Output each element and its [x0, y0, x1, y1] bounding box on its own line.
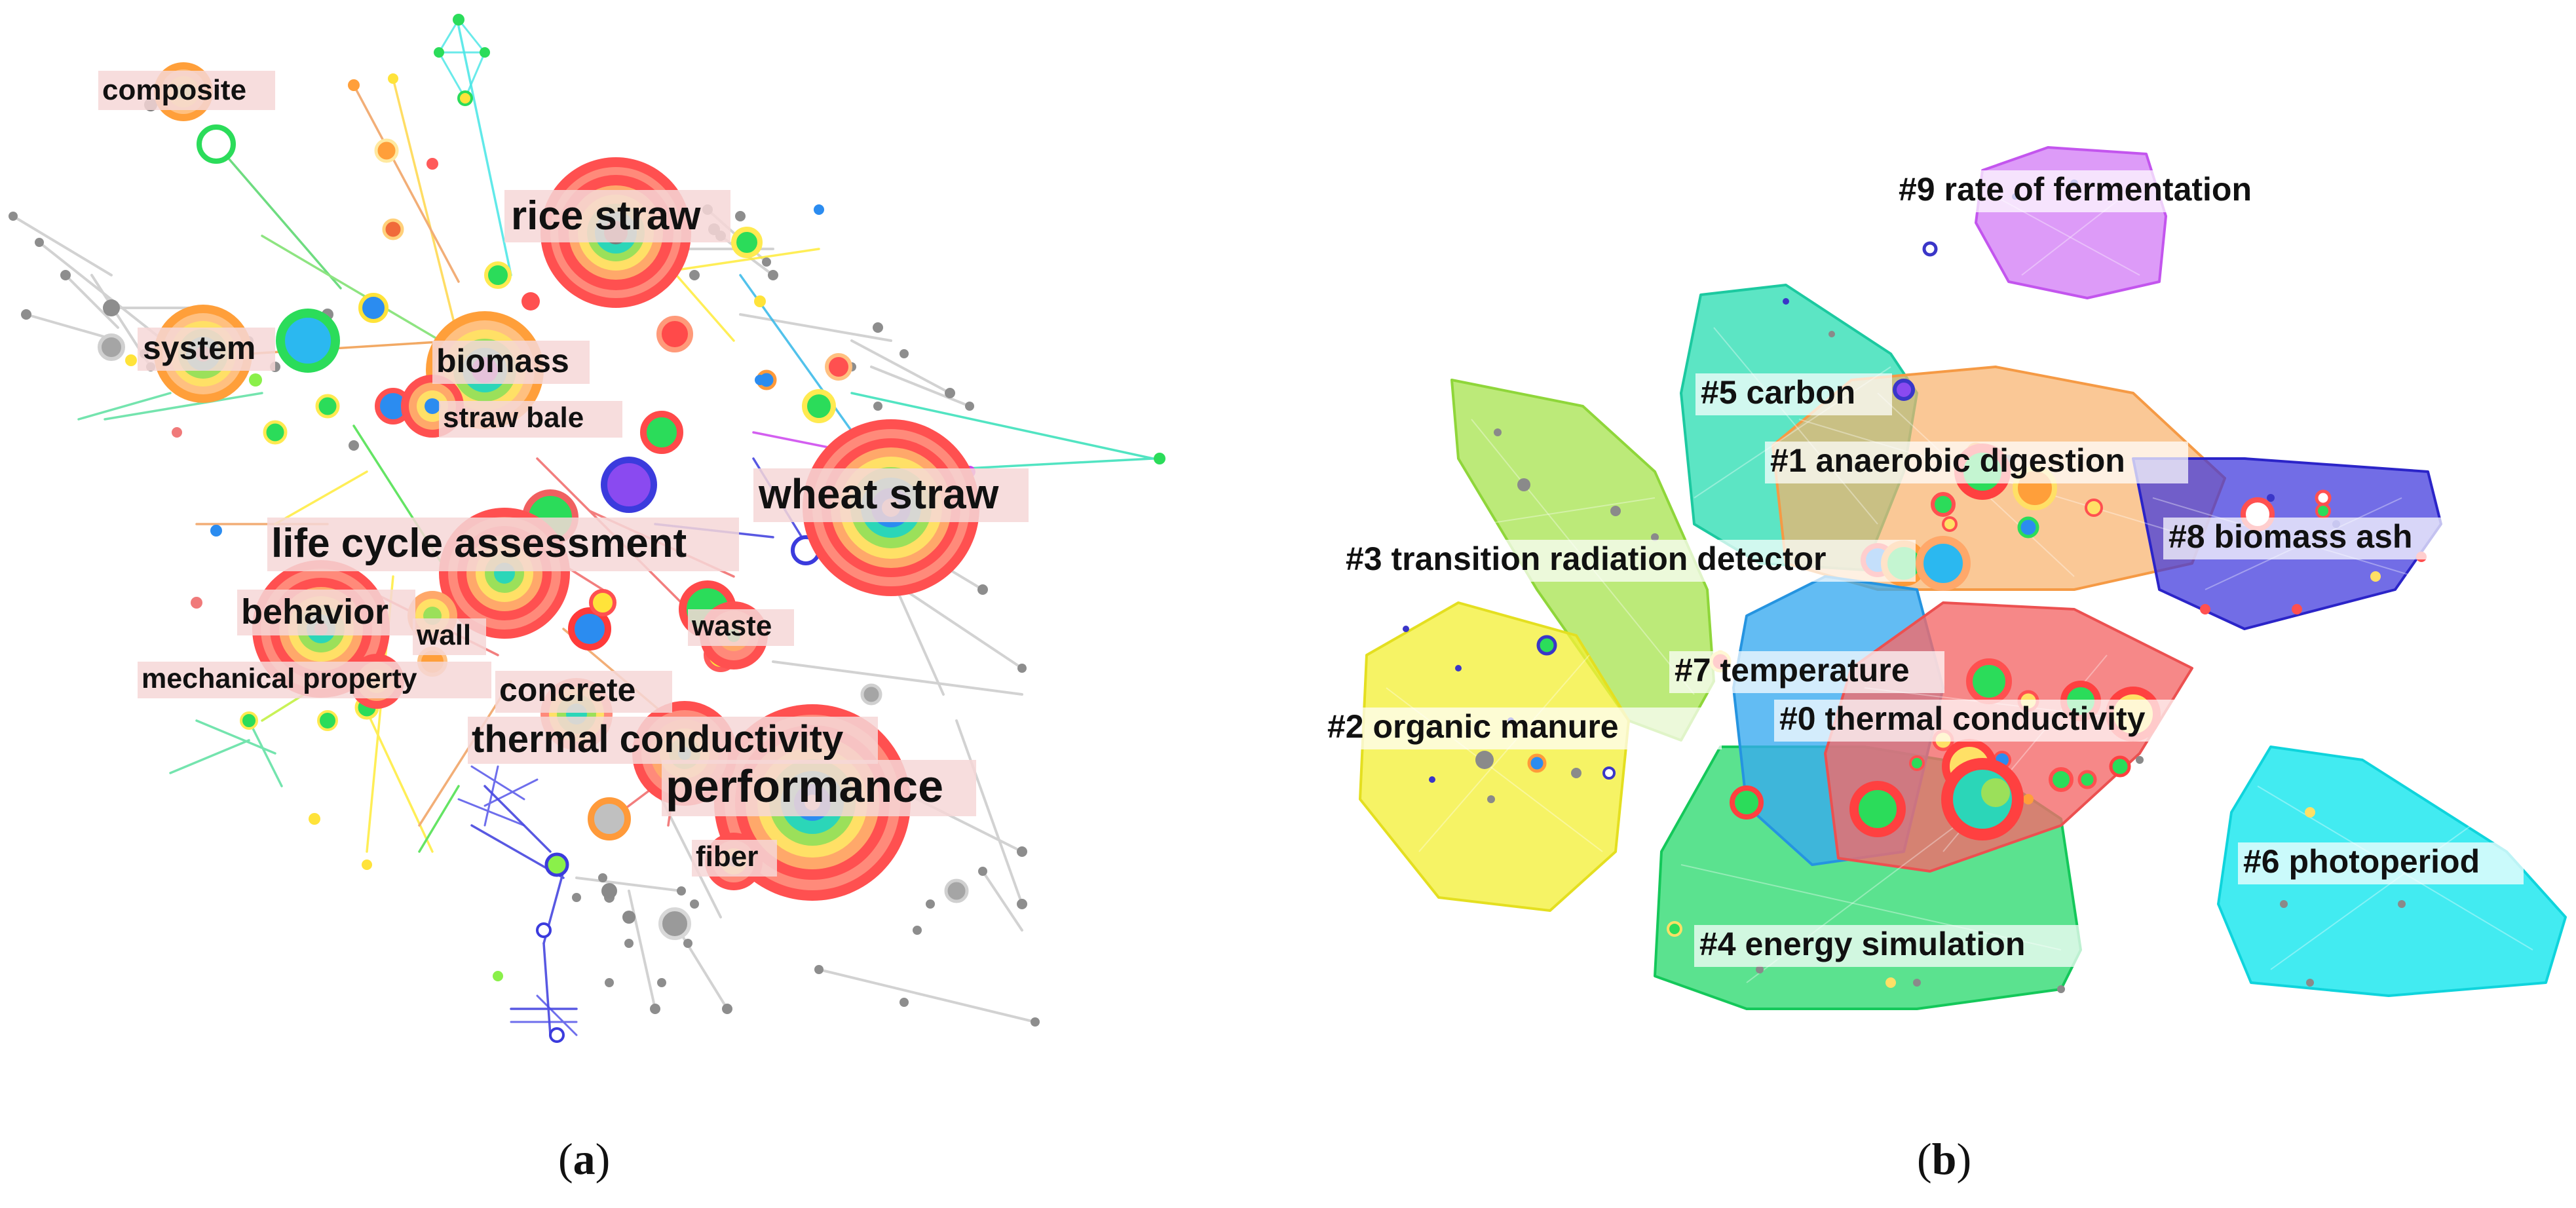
cluster-hull-2: [1359, 601, 1630, 912]
keyword-label: mechanical property: [142, 663, 417, 694]
keyword-label: behavior: [241, 592, 388, 632]
cluster-label-3: #3 transition radiation detector: [1346, 540, 1826, 577]
cluster-labels: #9 rate of fermentation #5 carbon #1 ana…: [1322, 170, 2524, 967]
keyword-label: thermal conductivity: [472, 718, 843, 761]
caption-paren: ): [595, 1134, 611, 1184]
cluster-label-9: #9 rate of fermentation: [1899, 171, 2252, 208]
keyword-label: system: [143, 330, 256, 366]
cluster-label-0: #0 thermal conductivity: [1779, 700, 2146, 737]
cluster-label-2: #2 organic manure: [1327, 708, 1619, 745]
panel-a-caption: (a): [558, 1133, 610, 1185]
caption-paren: ): [1956, 1134, 1972, 1184]
panel-b-caption: (b): [1917, 1133, 1971, 1185]
keyword-label: performance: [666, 761, 943, 812]
keyword-label: composite: [102, 74, 246, 106]
cluster-label-1: #1 anaerobic digestion: [1770, 442, 2125, 479]
keyword-label: biomass: [436, 343, 569, 379]
keyword-label: fiber: [696, 840, 758, 873]
keyword-label: waste: [691, 610, 772, 642]
cluster-label-7: #7 temperature: [1675, 652, 1910, 689]
keyword-cooccurrence-network: composite rice straw system biomass stra…: [9, 14, 1165, 1043]
cluster-label-6: #6 photoperiod: [2243, 843, 2480, 880]
caption-paren: (: [558, 1134, 573, 1184]
keyword-label: life cycle assessment: [271, 521, 687, 566]
keyword-label: straw bale: [443, 402, 584, 434]
keyword-label: rice straw: [511, 193, 701, 238]
keyword-label: wheat straw: [758, 470, 999, 518]
keyword-labels: composite rice straw system biomass stra…: [98, 71, 1029, 877]
cluster-hull-9: [1975, 146, 2167, 299]
cluster-label-4: #4 energy simulation: [1699, 926, 2025, 962]
cluster-label-8: #8 biomass ash: [2169, 518, 2412, 555]
keyword-label: concrete: [499, 671, 635, 708]
caption-paren: (: [1917, 1134, 1932, 1184]
keyword-label: wall: [416, 619, 471, 651]
cluster-label-5: #5 carbon: [1701, 374, 1855, 411]
caption-letter: b: [1931, 1134, 1957, 1184]
cluster-map: #9 rate of fermentation #5 carbon #1 ana…: [1322, 146, 2567, 1010]
caption-letter: a: [573, 1134, 596, 1184]
